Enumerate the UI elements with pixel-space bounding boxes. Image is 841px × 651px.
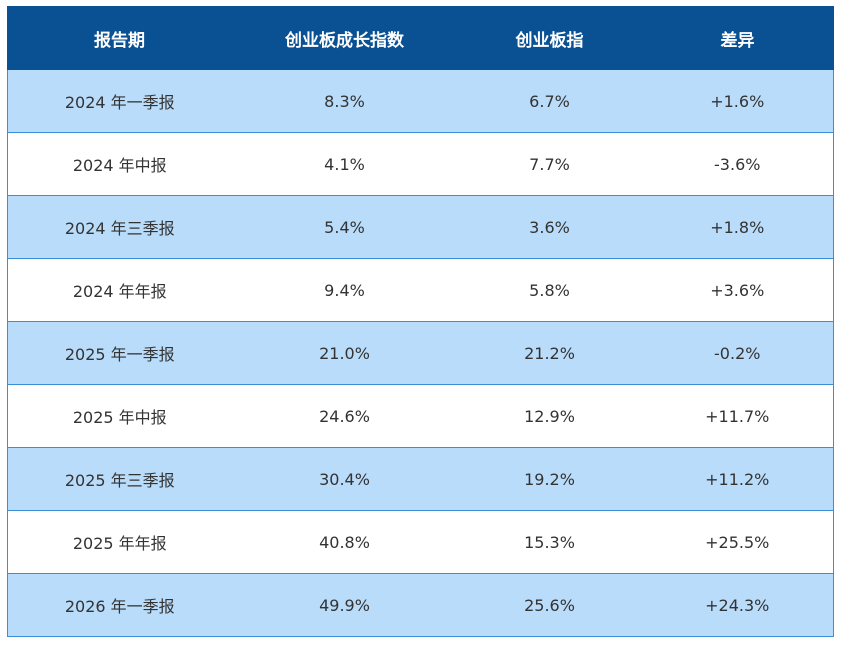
cell-report-period: 2024 年年报 (7, 258, 232, 322)
cell-growth-index: 5.4% (231, 195, 458, 259)
cell-growth-index: 4.1% (231, 132, 458, 196)
cell-growth-index: 30.4% (231, 447, 458, 511)
cell-chinext-index: 15.3% (457, 510, 642, 574)
cell-difference: +25.5% (641, 510, 834, 574)
cell-chinext-index: 25.6% (457, 573, 642, 637)
cell-growth-index: 9.4% (231, 258, 458, 322)
table-row: 2024 年一季报 8.3% 6.7% +1.6% (7, 69, 834, 133)
cell-difference: +1.6% (641, 69, 834, 133)
table-row: 2024 年年报 9.4% 5.8% +3.6% (7, 258, 834, 322)
header-growth-index: 创业板成长指数 (231, 6, 458, 70)
table-row: 2025 年年报 40.8% 15.3% +25.5% (7, 510, 834, 574)
cell-report-period: 2024 年一季报 (7, 69, 232, 133)
table-row: 2024 年中报 4.1% 7.7% -3.6% (7, 132, 834, 196)
cell-growth-index: 40.8% (231, 510, 458, 574)
cell-chinext-index: 5.8% (457, 258, 642, 322)
cell-difference: -0.2% (641, 321, 834, 385)
table-row: 2025 年中报 24.6% 12.9% +11.7% (7, 384, 834, 448)
cell-difference: +11.2% (641, 447, 834, 511)
cell-chinext-index: 6.7% (457, 69, 642, 133)
cell-chinext-index: 7.7% (457, 132, 642, 196)
cell-difference: +3.6% (641, 258, 834, 322)
table-row: 2025 年三季报 30.4% 19.2% +11.2% (7, 447, 834, 511)
cell-difference: -3.6% (641, 132, 834, 196)
cell-growth-index: 49.9% (231, 573, 458, 637)
table-row: 2026 年一季报 49.9% 25.6% +24.3% (7, 573, 834, 637)
header-report-period: 报告期 (7, 6, 232, 70)
cell-difference: +1.8% (641, 195, 834, 259)
cell-chinext-index: 21.2% (457, 321, 642, 385)
comparison-table-container: 报告期 创业板成长指数 创业板指 差异 2024 年一季报 8.3% 6.7% … (7, 6, 834, 637)
cell-chinext-index: 3.6% (457, 195, 642, 259)
header-chinext-index: 创业板指 (457, 6, 642, 70)
cell-report-period: 2025 年中报 (7, 384, 232, 448)
table-row: 2024 年三季报 5.4% 3.6% +1.8% (7, 195, 834, 259)
table-body: 2024 年一季报 8.3% 6.7% +1.6% 2024 年中报 4.1% … (7, 69, 834, 637)
cell-report-period: 2026 年一季报 (7, 573, 232, 637)
header-row: 报告期 创业板成长指数 创业板指 差异 (7, 6, 834, 70)
table-header: 报告期 创业板成长指数 创业板指 差异 (7, 6, 834, 70)
cell-report-period: 2025 年一季报 (7, 321, 232, 385)
cell-report-period: 2025 年年报 (7, 510, 232, 574)
cell-report-period: 2025 年三季报 (7, 447, 232, 511)
cell-difference: +11.7% (641, 384, 834, 448)
cell-growth-index: 21.0% (231, 321, 458, 385)
comparison-table: 报告期 创业板成长指数 创业板指 差异 2024 年一季报 8.3% 6.7% … (7, 6, 834, 637)
cell-report-period: 2024 年三季报 (7, 195, 232, 259)
table-row: 2025 年一季报 21.0% 21.2% -0.2% (7, 321, 834, 385)
header-difference: 差异 (641, 6, 834, 70)
cell-difference: +24.3% (641, 573, 834, 637)
cell-report-period: 2024 年中报 (7, 132, 232, 196)
cell-growth-index: 24.6% (231, 384, 458, 448)
cell-growth-index: 8.3% (231, 69, 458, 133)
cell-chinext-index: 12.9% (457, 384, 642, 448)
cell-chinext-index: 19.2% (457, 447, 642, 511)
